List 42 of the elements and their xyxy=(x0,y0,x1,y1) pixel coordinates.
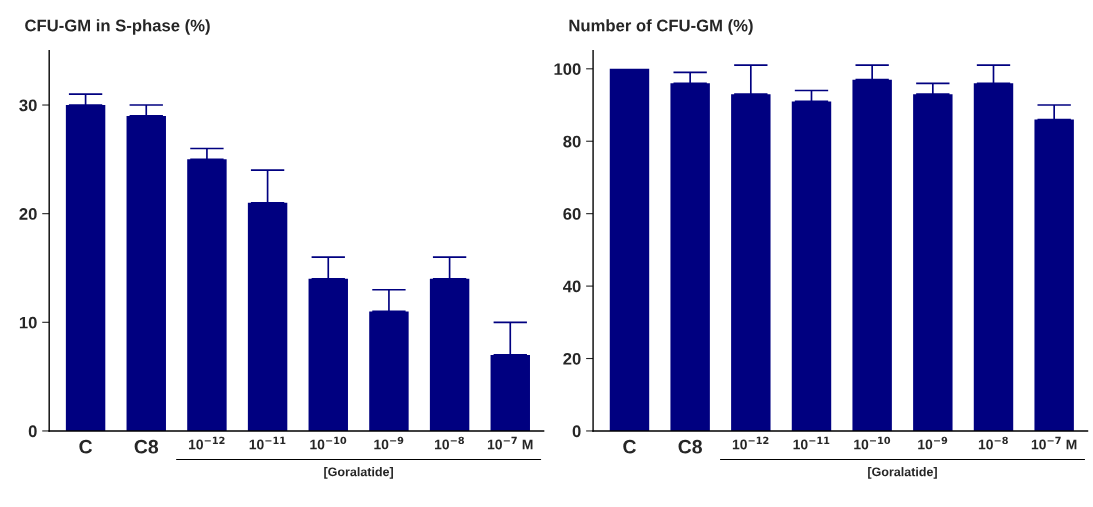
x-tick-label: C xyxy=(623,439,636,454)
x-tick-label: 10$^{−10}$ xyxy=(854,436,891,450)
x-tick-label: 10$^{−12}$ xyxy=(188,436,225,450)
y-tick-label: 100 xyxy=(554,63,581,76)
y-tick-label: 30 xyxy=(19,99,37,112)
y-tick-label: 20 xyxy=(19,208,37,220)
y-tick-label: 0 xyxy=(572,425,581,438)
chart-title: CFU-GM in S-phase (%) xyxy=(25,19,210,35)
bar xyxy=(490,354,530,431)
bar xyxy=(973,83,1014,431)
text: [Goralatide] xyxy=(324,467,393,479)
bar xyxy=(308,278,348,431)
bar xyxy=(852,79,892,431)
x-tick-label: C8 xyxy=(134,439,159,454)
bar xyxy=(731,94,771,431)
x-tick-label: 10$^{−11}$ xyxy=(249,436,286,450)
y-tick-label: 40 xyxy=(562,280,581,293)
bar xyxy=(65,105,106,431)
y-tick-label: 80 xyxy=(563,135,581,148)
y-tick-label: 0 xyxy=(28,425,37,438)
x-tick-label: 10$^{−7}$ M xyxy=(1031,436,1077,450)
chart-title: Number of CFU-GM (%) xyxy=(569,19,753,35)
x-tick-label: C xyxy=(79,439,93,454)
bar xyxy=(913,94,953,431)
x-tick-label: 10$^{−8}$ xyxy=(978,436,1008,450)
x-tick-label: 10$^{−7}$ M xyxy=(487,436,533,450)
bar xyxy=(126,115,166,431)
y-tick-label: 60 xyxy=(563,208,581,220)
x-tick-label: 10$^{−9}$ xyxy=(374,436,404,450)
x-tick-label: 10$^{−9}$ xyxy=(918,436,948,450)
bar xyxy=(429,278,470,431)
bar xyxy=(247,202,288,431)
bar xyxy=(609,68,650,431)
x-tick-label: 10$^{−8}$ xyxy=(434,436,464,450)
y-tick-label: 20 xyxy=(563,352,581,365)
x-tick-label: 10$^{−12}$ xyxy=(732,436,769,450)
bar xyxy=(670,83,710,431)
x-tick-label: 10$^{−11}$ xyxy=(793,436,830,450)
text: [Goralatide] xyxy=(868,467,937,479)
y-tick-label: 10 xyxy=(19,316,37,329)
x-tick-label: C8 xyxy=(678,439,702,454)
x-tick-label: 10$^{−10}$ xyxy=(310,436,347,450)
